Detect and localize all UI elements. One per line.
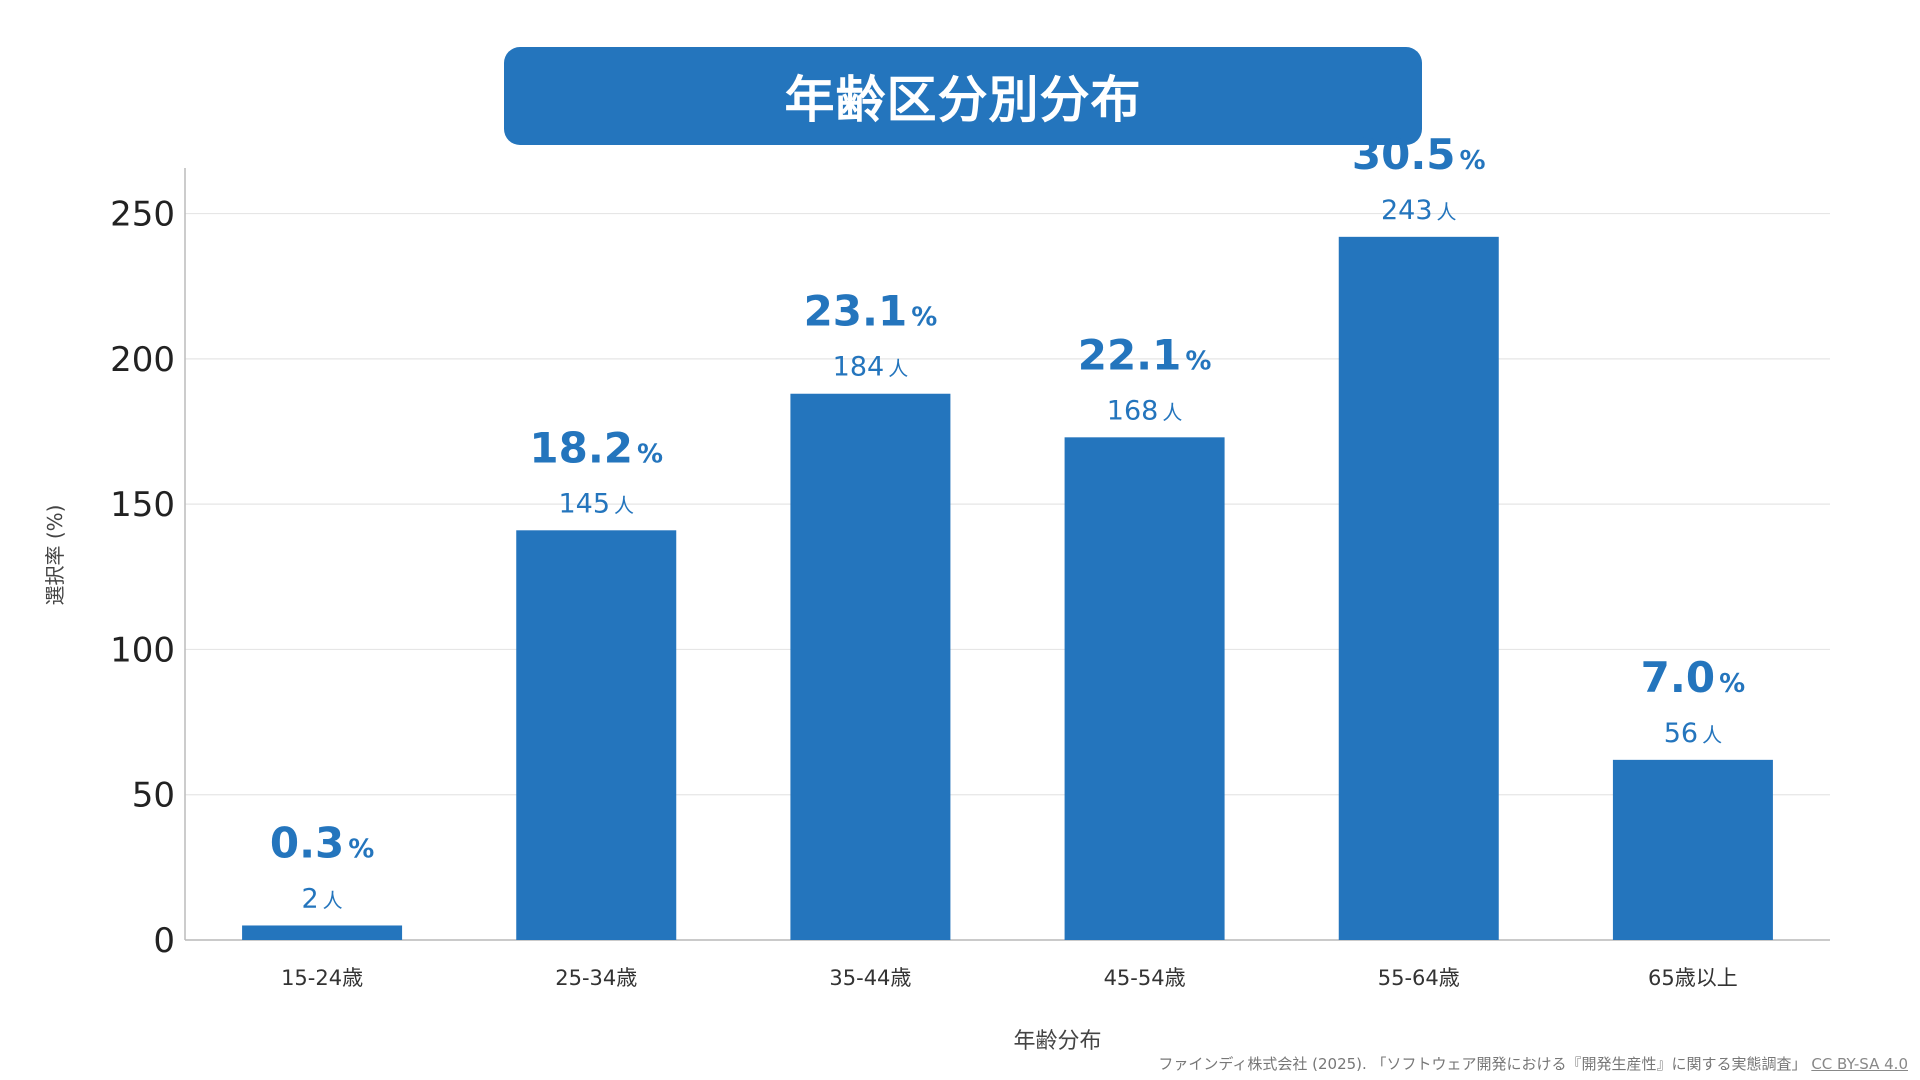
y-tick-label: 200 — [110, 340, 175, 380]
y-tick-label: 0 — [153, 921, 175, 961]
chart-title: 年齢区分別分布 — [784, 71, 1142, 129]
percent-data-label: 22.1% — [1078, 330, 1212, 379]
y-tick-label: 50 — [132, 776, 175, 816]
source-footer: ファインディ株式会社 (2025). 「ソフトウェア開発における『開発生産性』に… — [1158, 1053, 1908, 1074]
count-data-label: 243 人 — [1381, 195, 1457, 226]
x-tick-label: 25-34歳 — [555, 966, 637, 990]
license-link[interactable]: CC BY-SA 4.0 — [1811, 1055, 1908, 1073]
x-tick-label: 45-54歳 — [1104, 966, 1186, 990]
count-data-label: 168 人 — [1107, 395, 1183, 426]
y-tick-label: 250 — [110, 195, 175, 235]
percent-data-label: 30.5% — [1352, 130, 1486, 179]
y-axis-title: 選択率 (%) — [43, 505, 67, 606]
chart-title-banner: 年齢区分別分布 — [504, 47, 1422, 145]
x-tick-label: 55-64歳 — [1378, 966, 1460, 990]
x-tick-label: 15-24歳 — [281, 966, 363, 990]
x-axis-title: 年齢分布 — [1013, 1029, 1101, 1054]
bar — [1064, 437, 1225, 940]
y-tick-label: 150 — [110, 485, 175, 525]
percent-data-label: 0.3% — [270, 818, 374, 867]
y-tick-label: 100 — [110, 630, 175, 670]
count-data-label: 56 人 — [1664, 718, 1722, 749]
bar — [516, 530, 677, 940]
x-tick-label: 35-44歳 — [829, 966, 911, 990]
bar — [790, 393, 951, 940]
bar — [242, 925, 403, 940]
count-data-label: 145 人 — [558, 488, 634, 519]
percent-data-label: 23.1% — [804, 287, 938, 336]
percent-data-label: 18.2% — [529, 423, 663, 472]
bar — [1612, 759, 1773, 940]
x-tick-label: 65歳以上 — [1648, 966, 1738, 990]
bar — [1338, 236, 1499, 940]
percent-data-label: 7.0% — [1641, 653, 1745, 702]
source-citation: ファインディ株式会社 (2025). 「ソフトウェア開発における『開発生産性』に… — [1158, 1055, 1807, 1073]
count-data-label: 184 人 — [833, 352, 909, 383]
